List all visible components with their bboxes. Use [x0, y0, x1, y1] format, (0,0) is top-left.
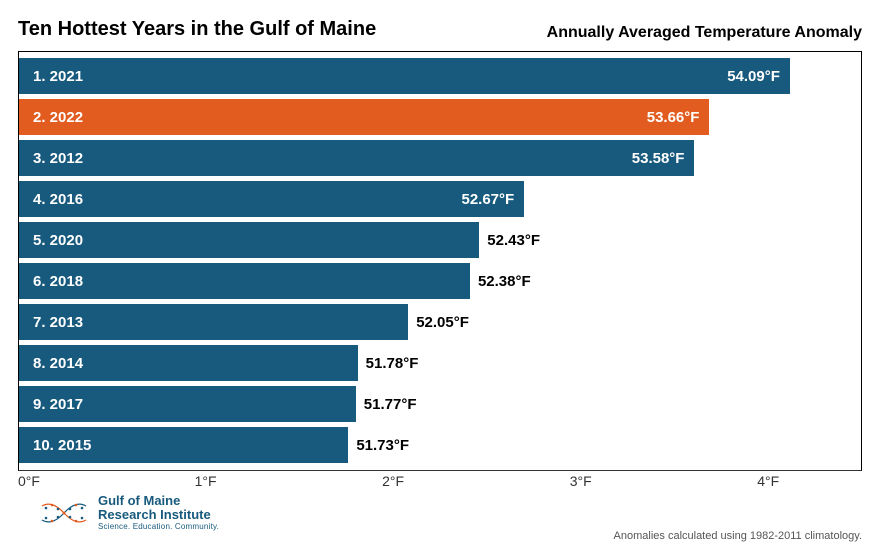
bar: 4. 2016 52.67°F: [19, 181, 524, 217]
bar-rank-year: 9. 2017: [33, 396, 83, 413]
x-tick: 2°F: [382, 473, 404, 489]
bar-row: 1. 2021 54.09°F: [19, 58, 861, 94]
bar-rank-year: 5. 2020: [33, 232, 83, 249]
bar: 7. 2013: [19, 304, 408, 340]
dna-helix-icon: [40, 500, 88, 526]
bar-temp-label: 52.67°F: [461, 191, 514, 208]
bar-row: 6. 2018 52.38°F: [19, 263, 861, 299]
x-tick: 3°F: [570, 473, 592, 489]
bar-row: 10. 2015 51.73°F: [19, 427, 861, 463]
bar-temp-label: 52.43°F: [479, 222, 540, 258]
footer: Gulf of Maine Research Institute Science…: [40, 494, 862, 544]
bar: 6. 2018: [19, 263, 470, 299]
bar-rank-year: 4. 2016: [33, 191, 83, 208]
bar-temp-label: 53.58°F: [632, 150, 685, 167]
bar-row: 8. 2014 51.78°F: [19, 345, 861, 381]
x-axis-label: Annually Averaged Temperature Anomaly: [547, 24, 862, 42]
bar: 9. 2017: [19, 386, 356, 422]
bar-row: 2. 2022 53.66°F: [19, 99, 861, 135]
bar-row: 4. 2016 52.67°F: [19, 181, 861, 217]
bar-rank-year: 7. 2013: [33, 314, 83, 331]
bar-temp-label: 52.05°F: [408, 304, 469, 340]
bar-rank-year: 6. 2018: [33, 273, 83, 290]
bar: 10. 2015: [19, 427, 348, 463]
org-logo: Gulf of Maine Research Institute Science…: [40, 494, 862, 532]
bar-temp-label: 53.66°F: [647, 109, 700, 126]
bar-temp-label: 52.38°F: [470, 263, 531, 299]
bar: 3. 2012 53.58°F: [19, 140, 694, 176]
bar: 5. 2020: [19, 222, 479, 258]
org-name-line2: Research Institute: [98, 508, 219, 522]
bar-rank-year: 10. 2015: [33, 437, 91, 454]
bar-rank-year: 1. 2021: [33, 68, 83, 85]
chart-plot-area: 1. 2021 54.09°F 2. 2022 53.66°F 3. 2012 53.58…: [18, 51, 862, 471]
bar-rank-year: 8. 2014: [33, 355, 83, 372]
bar-temp-label: 51.73°F: [348, 427, 409, 463]
bar: 8. 2014: [19, 345, 358, 381]
bar-rank-year: 3. 2012: [33, 150, 83, 167]
org-name-line1: Gulf of Maine: [98, 494, 219, 508]
bar-temp-label: 54.09°F: [727, 68, 780, 85]
bar-rank-year: 2. 2022: [33, 109, 83, 126]
bar-temp-label: 51.78°F: [358, 345, 419, 381]
org-tagline: Science. Education. Community.: [98, 523, 219, 531]
bar: 2. 2022 53.66°F: [19, 99, 709, 135]
x-tick: 1°F: [195, 473, 217, 489]
chart-caption: Anomalies calculated using 1982-2011 cli…: [614, 530, 862, 542]
bar-temp-label: 51.77°F: [356, 386, 417, 422]
x-tick: 4°F: [757, 473, 779, 489]
bar: 1. 2021 54.09°F: [19, 58, 790, 94]
bar-row: 5. 2020 52.43°F: [19, 222, 861, 258]
bar-row: 3. 2012 53.58°F: [19, 140, 861, 176]
bar-row: 7. 2013 52.05°F: [19, 304, 861, 340]
x-axis: 0°F 1°F 2°F 3°F 4°F: [18, 471, 862, 493]
x-tick: 0°F: [18, 473, 40, 489]
bar-container: 1. 2021 54.09°F 2. 2022 53.66°F 3. 2012 53.58…: [19, 52, 861, 470]
bar-row: 9. 2017 51.77°F: [19, 386, 861, 422]
